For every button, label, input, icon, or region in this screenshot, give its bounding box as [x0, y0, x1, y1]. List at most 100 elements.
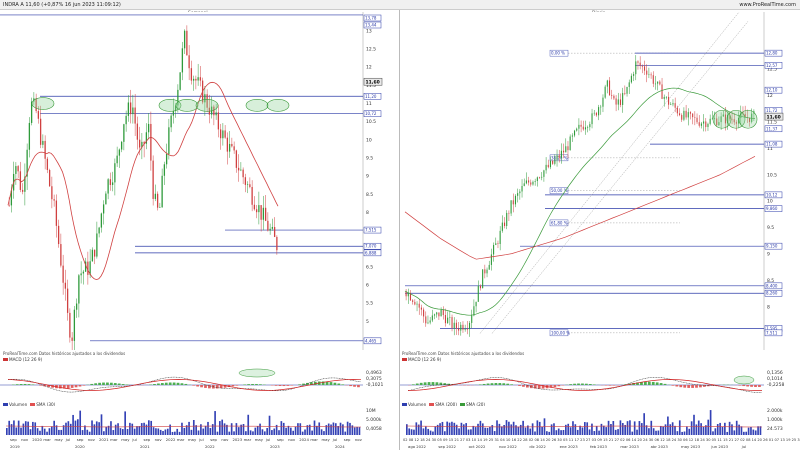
macd-histogram-bar [640, 381, 643, 385]
right-candle [541, 176, 543, 178]
volume-bar [266, 428, 268, 435]
left-candle [172, 111, 175, 116]
volume-bar [223, 423, 226, 435]
right-candle [646, 70, 648, 75]
macd-histogram-bar [23, 383, 27, 385]
right-macd-label: MACD (12 26 9) [408, 357, 442, 362]
macd-histogram-bar [215, 385, 219, 389]
volume-bar [415, 422, 418, 435]
volume-bar [510, 424, 513, 435]
right-candle [471, 315, 473, 323]
volume-bar [337, 426, 339, 435]
right-candle [501, 222, 503, 231]
volume-bar [754, 430, 757, 435]
right-candle [436, 312, 438, 315]
left-candle [109, 179, 112, 185]
price-tag-box [764, 205, 783, 212]
macd-histogram-bar [164, 382, 168, 385]
left-candle [39, 118, 42, 145]
left-candle [249, 184, 251, 187]
left-candle [91, 249, 94, 262]
right-volume-chart[interactable]: 2.000k 1.000k 24.573 [400, 406, 800, 436]
macd-histogram-bar [687, 385, 691, 388]
price-tag-value: 9,150 [766, 244, 778, 249]
macd-histogram-bar [482, 383, 486, 385]
right-candle [565, 146, 567, 153]
volume-bar [88, 431, 91, 435]
right-candle [473, 306, 475, 316]
right-candle [692, 113, 694, 118]
volume-bar [555, 430, 558, 435]
volume-bar [474, 427, 477, 435]
left-x-month: 2024 [299, 437, 309, 442]
volume-bar [731, 424, 733, 435]
volume-bar [624, 424, 627, 435]
right-candle [670, 104, 672, 105]
volume-bar [743, 431, 745, 435]
volume-bar [719, 422, 721, 435]
volume-bar [214, 411, 216, 435]
right-candle [630, 75, 632, 83]
right-candle [488, 264, 490, 270]
macd-histogram-bar [184, 383, 188, 385]
macd-histogram-bar [121, 384, 125, 385]
legend-swatch [429, 403, 435, 406]
right-fib-box [549, 329, 569, 337]
left-candle [141, 141, 143, 148]
right-candle [506, 212, 508, 226]
site-url[interactable]: www.ProRealTime.com [739, 2, 796, 8]
volume-bar [254, 427, 257, 435]
macd-histogram-bar [506, 383, 510, 385]
right-candle [563, 150, 565, 153]
right-candle [731, 118, 733, 120]
volume-bar [41, 425, 44, 435]
right-current-price-box [764, 112, 784, 121]
volume-bar [588, 429, 591, 435]
volume-bar [697, 420, 700, 435]
macd-histogram-bar [43, 385, 47, 387]
volume-bar [325, 425, 328, 435]
macd-histogram-bar [478, 384, 482, 385]
volume-bar [705, 425, 707, 435]
right-volume-legend-item: SMA (200) [429, 402, 457, 407]
left-price-chart[interactable]: 1312.51211.51110.5109.598.587.576.565.55… [0, 12, 398, 350]
volume-bar [36, 428, 39, 435]
volume-bar [356, 426, 358, 435]
volume-bar [181, 422, 183, 435]
volume-bar [334, 423, 337, 435]
volume-bar [406, 424, 408, 435]
left-candle [233, 146, 235, 151]
left-candle [150, 123, 152, 161]
right-candle [458, 328, 460, 331]
left-highlight-ellipse [175, 99, 199, 112]
right-price-tick: 10 [767, 199, 773, 205]
right-candle [683, 110, 685, 120]
volume-bar [349, 422, 351, 435]
right-candle [687, 112, 689, 118]
volume-bar [610, 424, 612, 435]
right-candle [582, 126, 584, 130]
right-price-chart[interactable]: 0,00 %38,20 %50,00 %61,80 %100,00 %12.51… [400, 12, 800, 350]
macd-signal-line [407, 379, 763, 391]
left-candle [37, 111, 40, 119]
volume-bar [131, 423, 134, 435]
right-candle [468, 322, 471, 330]
volume-bar [695, 424, 698, 435]
left-price-tag: 6,888 [363, 249, 382, 257]
macd-histogram-bar [117, 383, 121, 385]
volume-bar [728, 421, 731, 435]
right-candle [486, 269, 488, 274]
left-candle [93, 249, 96, 257]
left-volume-chart[interactable]: 10M 5.000k 0,4058 [0, 406, 398, 436]
left-candle [42, 140, 44, 145]
volume-bar [598, 430, 600, 435]
volume-bar [671, 422, 674, 435]
right-candle [711, 118, 713, 120]
volume-value: 24.573 [767, 426, 783, 432]
right-candle [420, 307, 422, 310]
price-tag-value: 11,72 [766, 108, 778, 113]
volume-bar [505, 420, 508, 435]
left-candle [242, 169, 244, 178]
